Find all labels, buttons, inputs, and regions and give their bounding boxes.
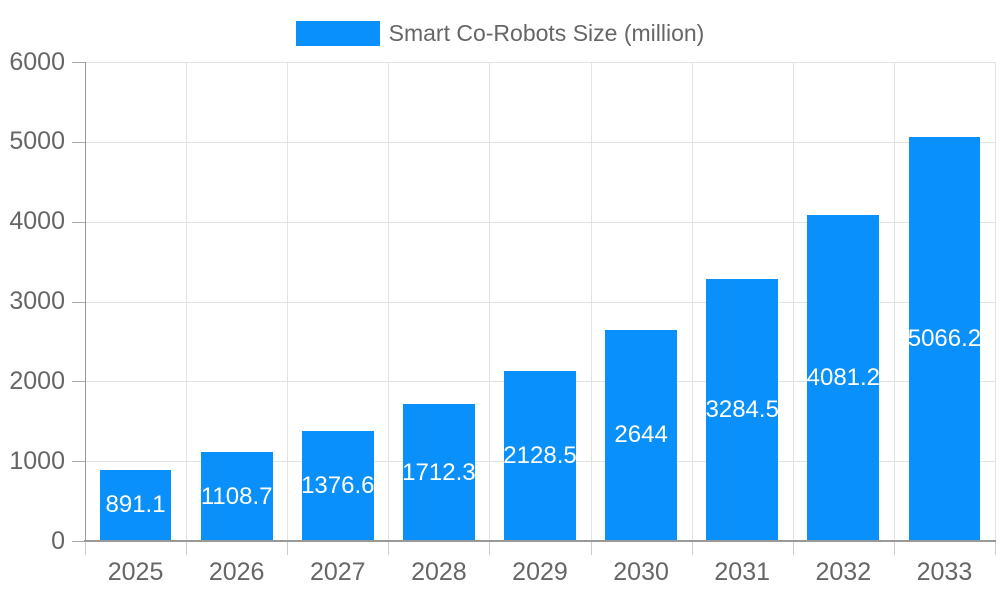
bar-value-label: 3284.5 bbox=[705, 395, 779, 423]
y-axis-tick bbox=[72, 221, 85, 223]
gridline-vertical bbox=[893, 62, 895, 541]
y-axis-tick-label: 3000 bbox=[9, 287, 65, 315]
y-axis-tick-label: 4000 bbox=[9, 207, 65, 236]
x-axis-tick-label: 2026 bbox=[208, 558, 265, 586]
x-axis-line bbox=[84, 540, 996, 542]
x-axis-tick-label: 2030 bbox=[613, 558, 669, 586]
gridline-vertical bbox=[792, 62, 794, 541]
gridline-horizontal bbox=[85, 62, 995, 63]
bar bbox=[402, 404, 475, 540]
legend-label: Smart Co-Robots Size (million) bbox=[388, 20, 705, 46]
bar-value-label: 1712.3 bbox=[402, 458, 476, 486]
y-axis-tick bbox=[72, 62, 85, 63]
bar bbox=[706, 278, 779, 540]
bar bbox=[504, 371, 576, 540]
y-axis-line bbox=[85, 62, 86, 541]
x-axis-tick bbox=[995, 541, 996, 555]
bar bbox=[908, 136, 981, 540]
y-axis-tick bbox=[72, 141, 85, 143]
bar bbox=[99, 469, 172, 540]
x-axis-tick bbox=[590, 541, 592, 555]
bar bbox=[605, 329, 677, 540]
x-axis-tick-label: 2029 bbox=[512, 558, 568, 586]
bar bbox=[807, 215, 880, 540]
x-axis-tick bbox=[85, 541, 86, 555]
y-axis-tick-label: 1000 bbox=[9, 446, 65, 475]
bar-value-label: 1376.6 bbox=[301, 472, 375, 500]
bar-value-label: 891.1 bbox=[105, 491, 166, 519]
x-axis-tick bbox=[691, 541, 693, 555]
x-axis-tick bbox=[893, 541, 895, 555]
x-axis-tick bbox=[792, 541, 794, 555]
y-axis-tick bbox=[72, 541, 85, 542]
gridline-vertical bbox=[995, 62, 996, 541]
gridline-vertical bbox=[691, 62, 693, 541]
x-axis-tick bbox=[186, 541, 188, 555]
x-axis-tick bbox=[489, 541, 491, 555]
x-axis-tick-label: 2025 bbox=[107, 558, 164, 586]
bar-value-label: 5066.2 bbox=[907, 324, 982, 352]
bar bbox=[301, 431, 374, 540]
chart-legend: Smart Co-Robots Size (million) bbox=[0, 20, 1000, 47]
x-axis-tick bbox=[287, 541, 289, 555]
gridline-horizontal bbox=[85, 141, 995, 143]
x-axis-tick-label: 2027 bbox=[309, 558, 366, 586]
y-axis-tick-label: 0 bbox=[51, 526, 65, 555]
bar-value-label: 4081.2 bbox=[806, 364, 881, 392]
gridline-vertical bbox=[186, 62, 188, 541]
gridline-horizontal bbox=[85, 221, 995, 223]
x-axis-tick-label: 2032 bbox=[815, 558, 872, 586]
x-axis-tick-label: 2031 bbox=[714, 558, 771, 586]
y-axis-tick-label: 6000 bbox=[9, 47, 65, 76]
bar-value-label: 1108.7 bbox=[200, 482, 273, 510]
bar-value-label: 2128.5 bbox=[503, 442, 577, 470]
bar bbox=[200, 452, 273, 540]
y-axis-tick-label: 5000 bbox=[9, 127, 65, 156]
gridline-horizontal bbox=[85, 301, 995, 303]
gridline-vertical bbox=[590, 62, 592, 541]
legend-swatch bbox=[295, 21, 380, 46]
x-axis-tick bbox=[388, 541, 390, 555]
x-axis-tick-label: 2028 bbox=[411, 558, 467, 586]
gridline-vertical bbox=[489, 62, 491, 541]
x-axis-tick-label: 2033 bbox=[916, 558, 973, 586]
gridline-vertical bbox=[388, 62, 390, 541]
y-axis-tick-label: 2000 bbox=[9, 366, 65, 395]
bar-value-label: 2644 bbox=[614, 421, 668, 449]
y-axis-tick bbox=[72, 381, 85, 383]
gridline-vertical bbox=[287, 62, 289, 541]
y-axis-tick bbox=[72, 301, 85, 303]
y-axis-tick bbox=[72, 461, 85, 463]
